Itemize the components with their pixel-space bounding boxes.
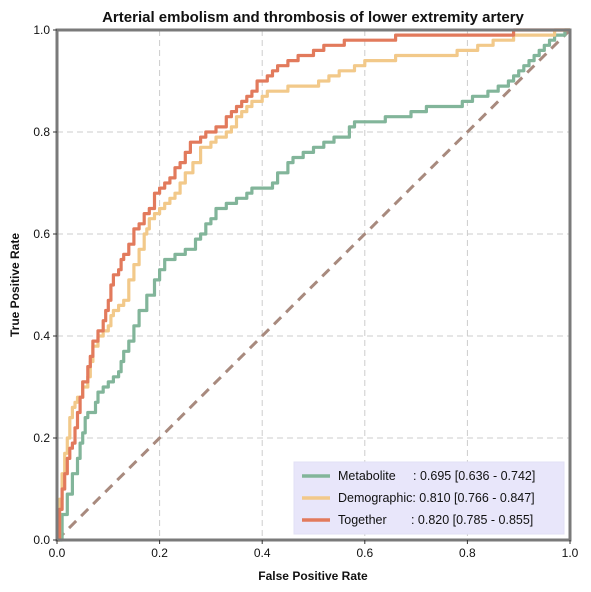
y-tick-label-0: 0.0: [33, 533, 50, 547]
grid: [57, 30, 570, 540]
ticks: 0.0 0.2 0.4 0.6 0.8 1.0 0.0 0.2 0.4 0.6 0.8 1.0: [33, 23, 578, 560]
roc-curve-0: [57, 28, 570, 542]
chance-line: [55, 28, 572, 542]
legend-box: [293, 461, 565, 535]
series-layer: [57, 28, 570, 542]
y-axis-label: True Positive Rate: [8, 233, 22, 337]
legend-label-1: Demographic: 0.810 [0.766 - 0.847]: [338, 491, 535, 505]
y-tick-label-4: 0.8: [33, 125, 50, 139]
y-tick-label-1: 0.2: [33, 431, 50, 445]
roc-curve-2: [57, 28, 570, 542]
y-tick-label-5: 1.0: [33, 23, 50, 37]
x-tick-label-0: 0.0: [49, 546, 66, 560]
y-tick-label-3: 0.6: [33, 227, 50, 241]
plot-frame: [55, 28, 572, 542]
legend-label-2: Together : 0.820 [0.785 - 0.855]: [338, 513, 533, 527]
x-tick-label-5: 1.0: [562, 546, 579, 560]
x-tick-label-2: 0.4: [254, 546, 271, 560]
y-tick-label-2: 0.4: [33, 329, 50, 343]
legend-label-0: Metabolite : 0.695 [0.636 - 0.742]: [338, 469, 535, 483]
x-tick-label-1: 0.2: [151, 546, 168, 560]
x-tick-label-4: 0.8: [459, 546, 476, 560]
x-axis-label: False Positive Rate: [258, 569, 368, 583]
x-tick-label-3: 0.6: [356, 546, 373, 560]
chart-title: Arterial embolism and thrombosis of lowe…: [102, 9, 524, 26]
chance-layer: [55, 28, 572, 542]
legend: Metabolite : 0.695 [0.636 - 0.742] Demogr…: [293, 461, 565, 535]
